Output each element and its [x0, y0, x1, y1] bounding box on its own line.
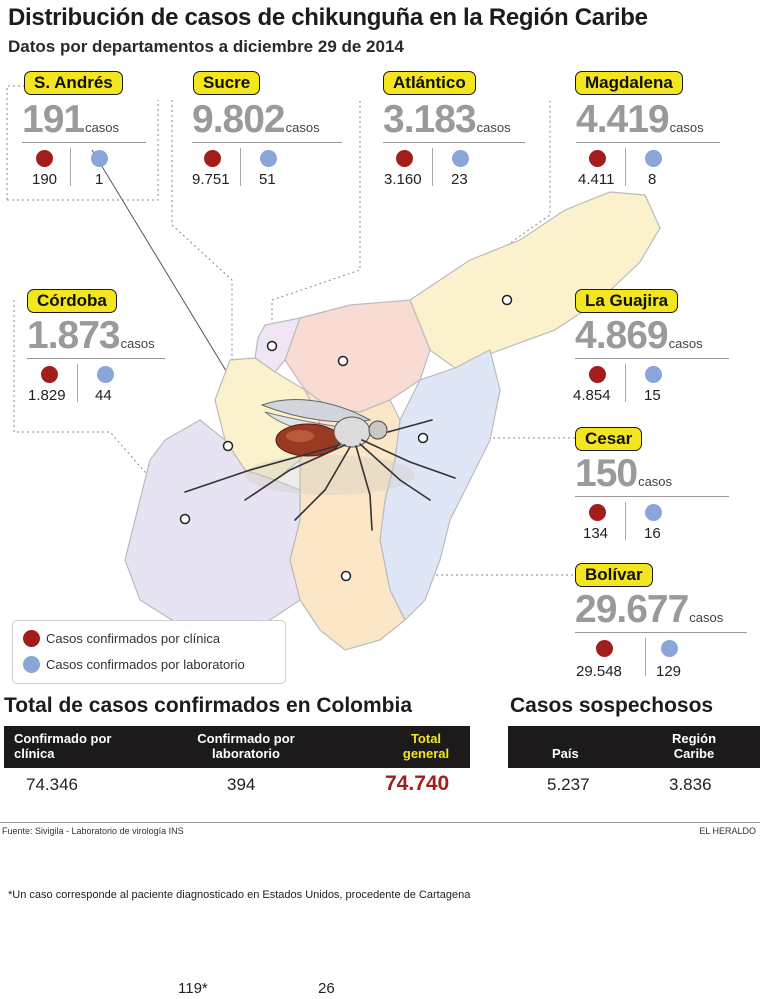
separator [77, 364, 78, 402]
header-laboratorio: Confirmado por laboratorio [197, 731, 295, 761]
legend: Casos confirmados por clínica Casos conf… [12, 620, 286, 684]
sospechosos-section-title: Casos sospechosos [510, 694, 714, 717]
footnote: *Un caso corresponde al paciente diagnos… [8, 889, 471, 901]
clinica-value: 134 [583, 525, 609, 542]
colombia-section-title: Total de casos confirmados en Colombia [4, 694, 413, 717]
laboratorio-value: 15 [644, 387, 661, 404]
dept-total: 4.419casos [576, 98, 704, 141]
laboratorio-value: 129 [656, 663, 682, 680]
page-subtitle: Datos por departamentos a diciembre 29 d… [8, 37, 404, 56]
separator [625, 364, 626, 402]
laboratorio-value: 51 [259, 171, 276, 188]
separator [432, 148, 433, 186]
clinica-value: 29.548 [576, 663, 622, 680]
cordoba-shape [124, 419, 301, 631]
separator [645, 638, 646, 676]
header-region: Región Caribe [671, 731, 717, 761]
footer-divider [0, 822, 760, 823]
laboratorio-value: 23 [451, 171, 468, 188]
header-pais: País [552, 746, 579, 761]
dept-name-badge: Magdalena [575, 71, 683, 95]
dept-total: 4.869casos [575, 314, 703, 357]
clinica-value: 190 [32, 171, 58, 188]
divider [575, 632, 747, 633]
divider [22, 142, 146, 143]
laboratorio-value: 1 [95, 171, 104, 188]
colombia-total-value: 74.740 [385, 772, 450, 795]
legend-laboratorio-dot [23, 656, 40, 673]
clinica-dot [41, 366, 58, 383]
brand-credit: EL HERALDO [699, 826, 756, 836]
divider [383, 142, 525, 143]
laboratorio-dot [661, 640, 678, 657]
laboratorio-dot [452, 150, 469, 167]
location-markers [179, 294, 513, 582]
divider [192, 142, 342, 143]
legend-clinica-dot [23, 630, 40, 647]
header-clinica: Confirmado por clínica [14, 731, 112, 761]
divider [575, 496, 729, 497]
separator [625, 502, 626, 540]
laboratorio-dot [260, 150, 277, 167]
separator [240, 148, 241, 186]
region-map [6, 85, 661, 651]
extra-value: 26 [318, 980, 335, 997]
dept-name-badge: S. Andrés [24, 71, 123, 95]
clinica-value: 3.160 [384, 171, 422, 188]
department-shapes [124, 191, 661, 651]
laboratorio-value: 8 [648, 171, 657, 188]
dept-total: 150casos [575, 452, 673, 495]
dept-total: 9.802casos [192, 98, 320, 141]
laboratorio-value: 44 [95, 387, 112, 404]
clinica-dot [589, 504, 606, 521]
mosquito-illustration [184, 399, 456, 531]
divider [576, 142, 720, 143]
sospechosos-table-header: País Región Caribe [508, 726, 760, 768]
colombia-table-header: Confirmado por clínica Confirmado por la… [4, 726, 470, 768]
sospechosos-pais-value: 5.237 [547, 775, 590, 794]
dept-name-badge: Atlántico [383, 71, 476, 95]
laboratorio-dot [97, 366, 114, 383]
divider [575, 358, 729, 359]
laboratorio-dot [645, 504, 662, 521]
legend-laboratorio-label: Casos confirmados por laboratorio [46, 657, 245, 672]
dept-name-badge: La Guajira [575, 289, 679, 313]
clinica-value: 4.411 [578, 171, 615, 188]
clinica-dot [396, 150, 413, 167]
laboratorio-dot [645, 366, 662, 383]
dept-name-badge: Bolívar [575, 563, 653, 587]
clinica-dot [589, 150, 606, 167]
extra-value: 119* [178, 980, 208, 997]
dept-name-badge: Córdoba [27, 289, 117, 313]
colombia-laboratorio-value: 394 [227, 775, 256, 794]
divider [27, 358, 165, 359]
dept-total: 29.677casos [575, 588, 724, 631]
dept-total: 1.873casos [27, 314, 155, 357]
clinica-dot [204, 150, 221, 167]
dept-name-badge: Cesar [575, 427, 643, 451]
separator [625, 148, 626, 186]
laboratorio-dot [91, 150, 108, 167]
clinica-value: 9.751 [192, 171, 230, 188]
source-credit: Fuente: Sivigila - Laboratorio de virolo… [2, 826, 184, 836]
legend-clinica-label: Casos confirmados por clínica [46, 631, 221, 646]
colombia-clinica-value: 74.346 [26, 775, 78, 794]
dept-total: 3.183casos [383, 98, 511, 141]
dept-total: 191casos [22, 98, 120, 141]
laboratorio-dot [645, 150, 662, 167]
clinica-value: 4.854 [573, 387, 611, 404]
clinica-dot [589, 366, 606, 383]
laboratorio-value: 16 [644, 525, 661, 542]
sospechosos-region-value: 3.836 [669, 775, 712, 794]
separator [70, 148, 71, 186]
clinica-value: 1.829 [28, 387, 66, 404]
page-title: Distribución de casos de chikunguña en l… [8, 4, 648, 31]
dept-name-badge: Sucre [193, 71, 261, 95]
clinica-dot [36, 150, 53, 167]
header-total: Total general [402, 731, 450, 761]
clinica-dot [596, 640, 613, 657]
